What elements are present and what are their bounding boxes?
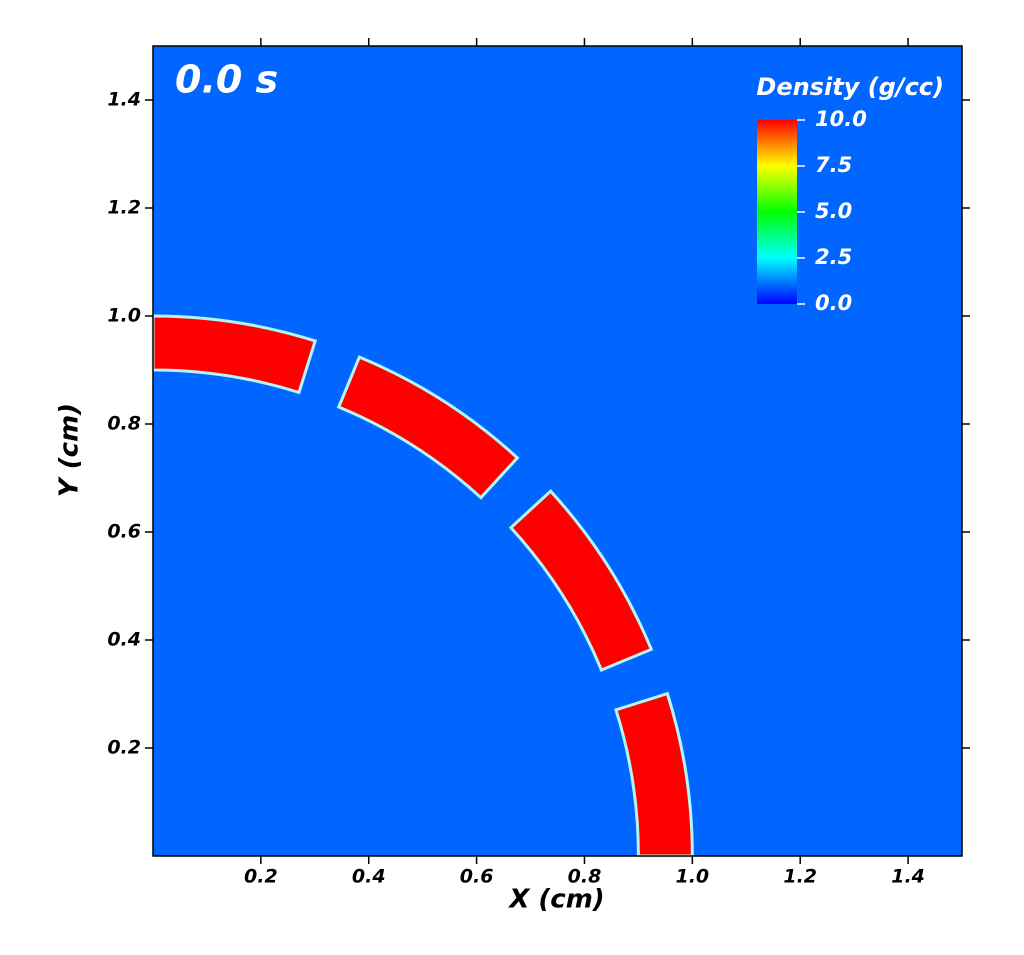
ring-segment xyxy=(614,691,694,858)
y-tick-label: 1.2 xyxy=(107,197,141,219)
title: 0.0 s xyxy=(175,58,278,102)
x-tick-label: 1.4 xyxy=(891,866,925,888)
plot-background xyxy=(153,46,962,856)
y-tick-label: 1.0 xyxy=(107,305,141,327)
y-tick-label: 0.4 xyxy=(107,629,141,651)
colorbar-title: Density (g/cc) xyxy=(756,73,944,101)
colorbar xyxy=(757,120,797,304)
ring-segment xyxy=(336,355,520,500)
x-tick-label: 0.8 xyxy=(568,866,602,888)
y-tick-label: 0.6 xyxy=(107,521,141,543)
y-axis-label: Y (cm) xyxy=(55,403,85,497)
colorbar-tick-label: 2.5 xyxy=(815,245,852,269)
colorbar-tick-label: 7.5 xyxy=(815,153,852,177)
plot-frame xyxy=(152,45,963,857)
x-tick-label: 1.0 xyxy=(675,866,709,888)
colorbar-tick-label: 10.0 xyxy=(815,107,867,131)
ring-segment xyxy=(508,489,654,672)
x-tick-label: 0.2 xyxy=(244,866,278,888)
x-tick-label: 0.4 xyxy=(352,866,386,888)
colorbar-tick-label: 0.0 xyxy=(815,291,852,315)
x-tick-label: 0.6 xyxy=(460,866,494,888)
y-tick-label: 1.4 xyxy=(107,89,141,111)
y-tick-label: 0.2 xyxy=(107,737,141,759)
colorbar-tick-label: 5.0 xyxy=(815,199,852,223)
x-tick-label: 1.2 xyxy=(783,866,817,888)
y-tick-label: 0.8 xyxy=(107,413,141,435)
x-axis-label: X (cm) xyxy=(507,885,604,915)
